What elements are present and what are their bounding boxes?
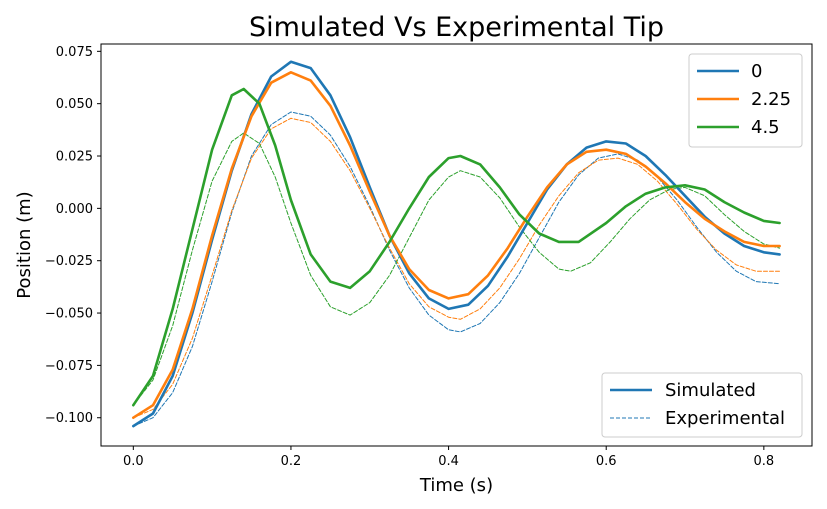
y-axis: −0.100 −0.075 −0.050 −0.025 0.000 0.025 0.050 0… — [45, 45, 101, 426]
y-tick-label: 0.025 — [56, 150, 93, 165]
x-axis-label: Time (s) — [419, 475, 493, 496]
x-tick-label: 0.4 — [438, 454, 459, 469]
plot-frame — [100, 43, 813, 447]
series-legend: 0 2.25 4.5 — [688, 53, 803, 148]
series-legend-box — [688, 53, 803, 148]
x-axis: 0.0 0.2 0.4 0.6 0.8 — [123, 446, 774, 469]
y-tick-label: −0.100 — [45, 411, 93, 426]
series-line-simulated-4-5 — [132, 87, 781, 407]
y-axis-label: Position (m) — [14, 191, 35, 298]
y-tick-label: −0.075 — [45, 359, 93, 374]
x-tick-label: 0.8 — [753, 454, 774, 469]
legend-label-simulated: Simulated — [665, 380, 756, 401]
y-tick-label: 0.000 — [56, 202, 93, 217]
legend-label-0: 0 — [751, 61, 762, 82]
legend-label-experimental: Experimental — [665, 408, 785, 429]
chart-title: Simulated Vs Experimental Tip — [249, 12, 664, 43]
series-line-simulated-2-25 — [132, 71, 781, 420]
series-line-experimental-2-25 — [132, 117, 781, 419]
x-tick-label: 0.6 — [596, 454, 617, 469]
y-tick-label: −0.050 — [45, 307, 93, 322]
style-legend: Simulated Experimental — [601, 372, 803, 438]
x-tick-label: 0.2 — [281, 454, 302, 469]
legend-label-4-5: 4.5 — [751, 117, 780, 138]
series-lines — [132, 60, 781, 428]
legend-label-2-25: 2.25 — [751, 89, 791, 110]
y-tick-label: −0.025 — [45, 254, 93, 269]
y-tick-label: 0.050 — [56, 97, 93, 112]
x-tick-label: 0.0 — [123, 454, 144, 469]
y-tick-label: 0.075 — [56, 45, 93, 60]
